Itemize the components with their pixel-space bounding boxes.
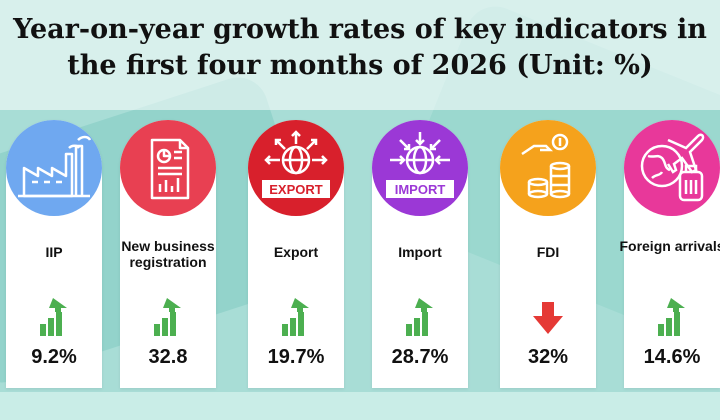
trend-up-icon [658,298,685,336]
trend-down-icon [533,302,563,334]
indicator-label: New business registration [121,238,215,270]
title-line-2: the first four months of 2026 (Unit: %) [67,50,653,81]
coins-icon [500,120,596,216]
document-chart-icon [120,120,216,216]
travel-icon [624,120,720,216]
indicator-value: 32.8 [148,346,188,368]
indicator-label: Export [273,244,319,260]
import-globe-icon: IMPORT [372,120,468,216]
title-band [0,0,720,110]
indicator-value: 9.2% [31,346,77,368]
trend-up-icon [282,298,309,336]
factory-icon [6,120,102,216]
title-line-1: Year-on-year growth rates of key indicat… [13,14,707,45]
indicator-value: 32% [527,346,569,368]
export-globe-icon: EXPORT [248,120,344,216]
trend-up-icon [154,298,181,336]
indicator-label: Import [398,244,442,260]
bottom-band [0,392,720,420]
import-badge-text: IMPORT [395,182,446,197]
indicator-value: 19.7% [267,346,325,368]
trend-up-icon [406,298,433,336]
export-badge-text: EXPORT [269,182,323,197]
trend-up-icon [40,298,67,336]
indicator-label: FDI [536,244,560,260]
indicator-label: Foreign arrivals [619,238,720,254]
indicator-value: 14.6% [643,346,701,368]
indicator-label: IIP [45,244,63,260]
indicator-value: 28.7% [391,346,449,368]
page-title: Year-on-year growth rates of key indicat… [0,12,720,84]
